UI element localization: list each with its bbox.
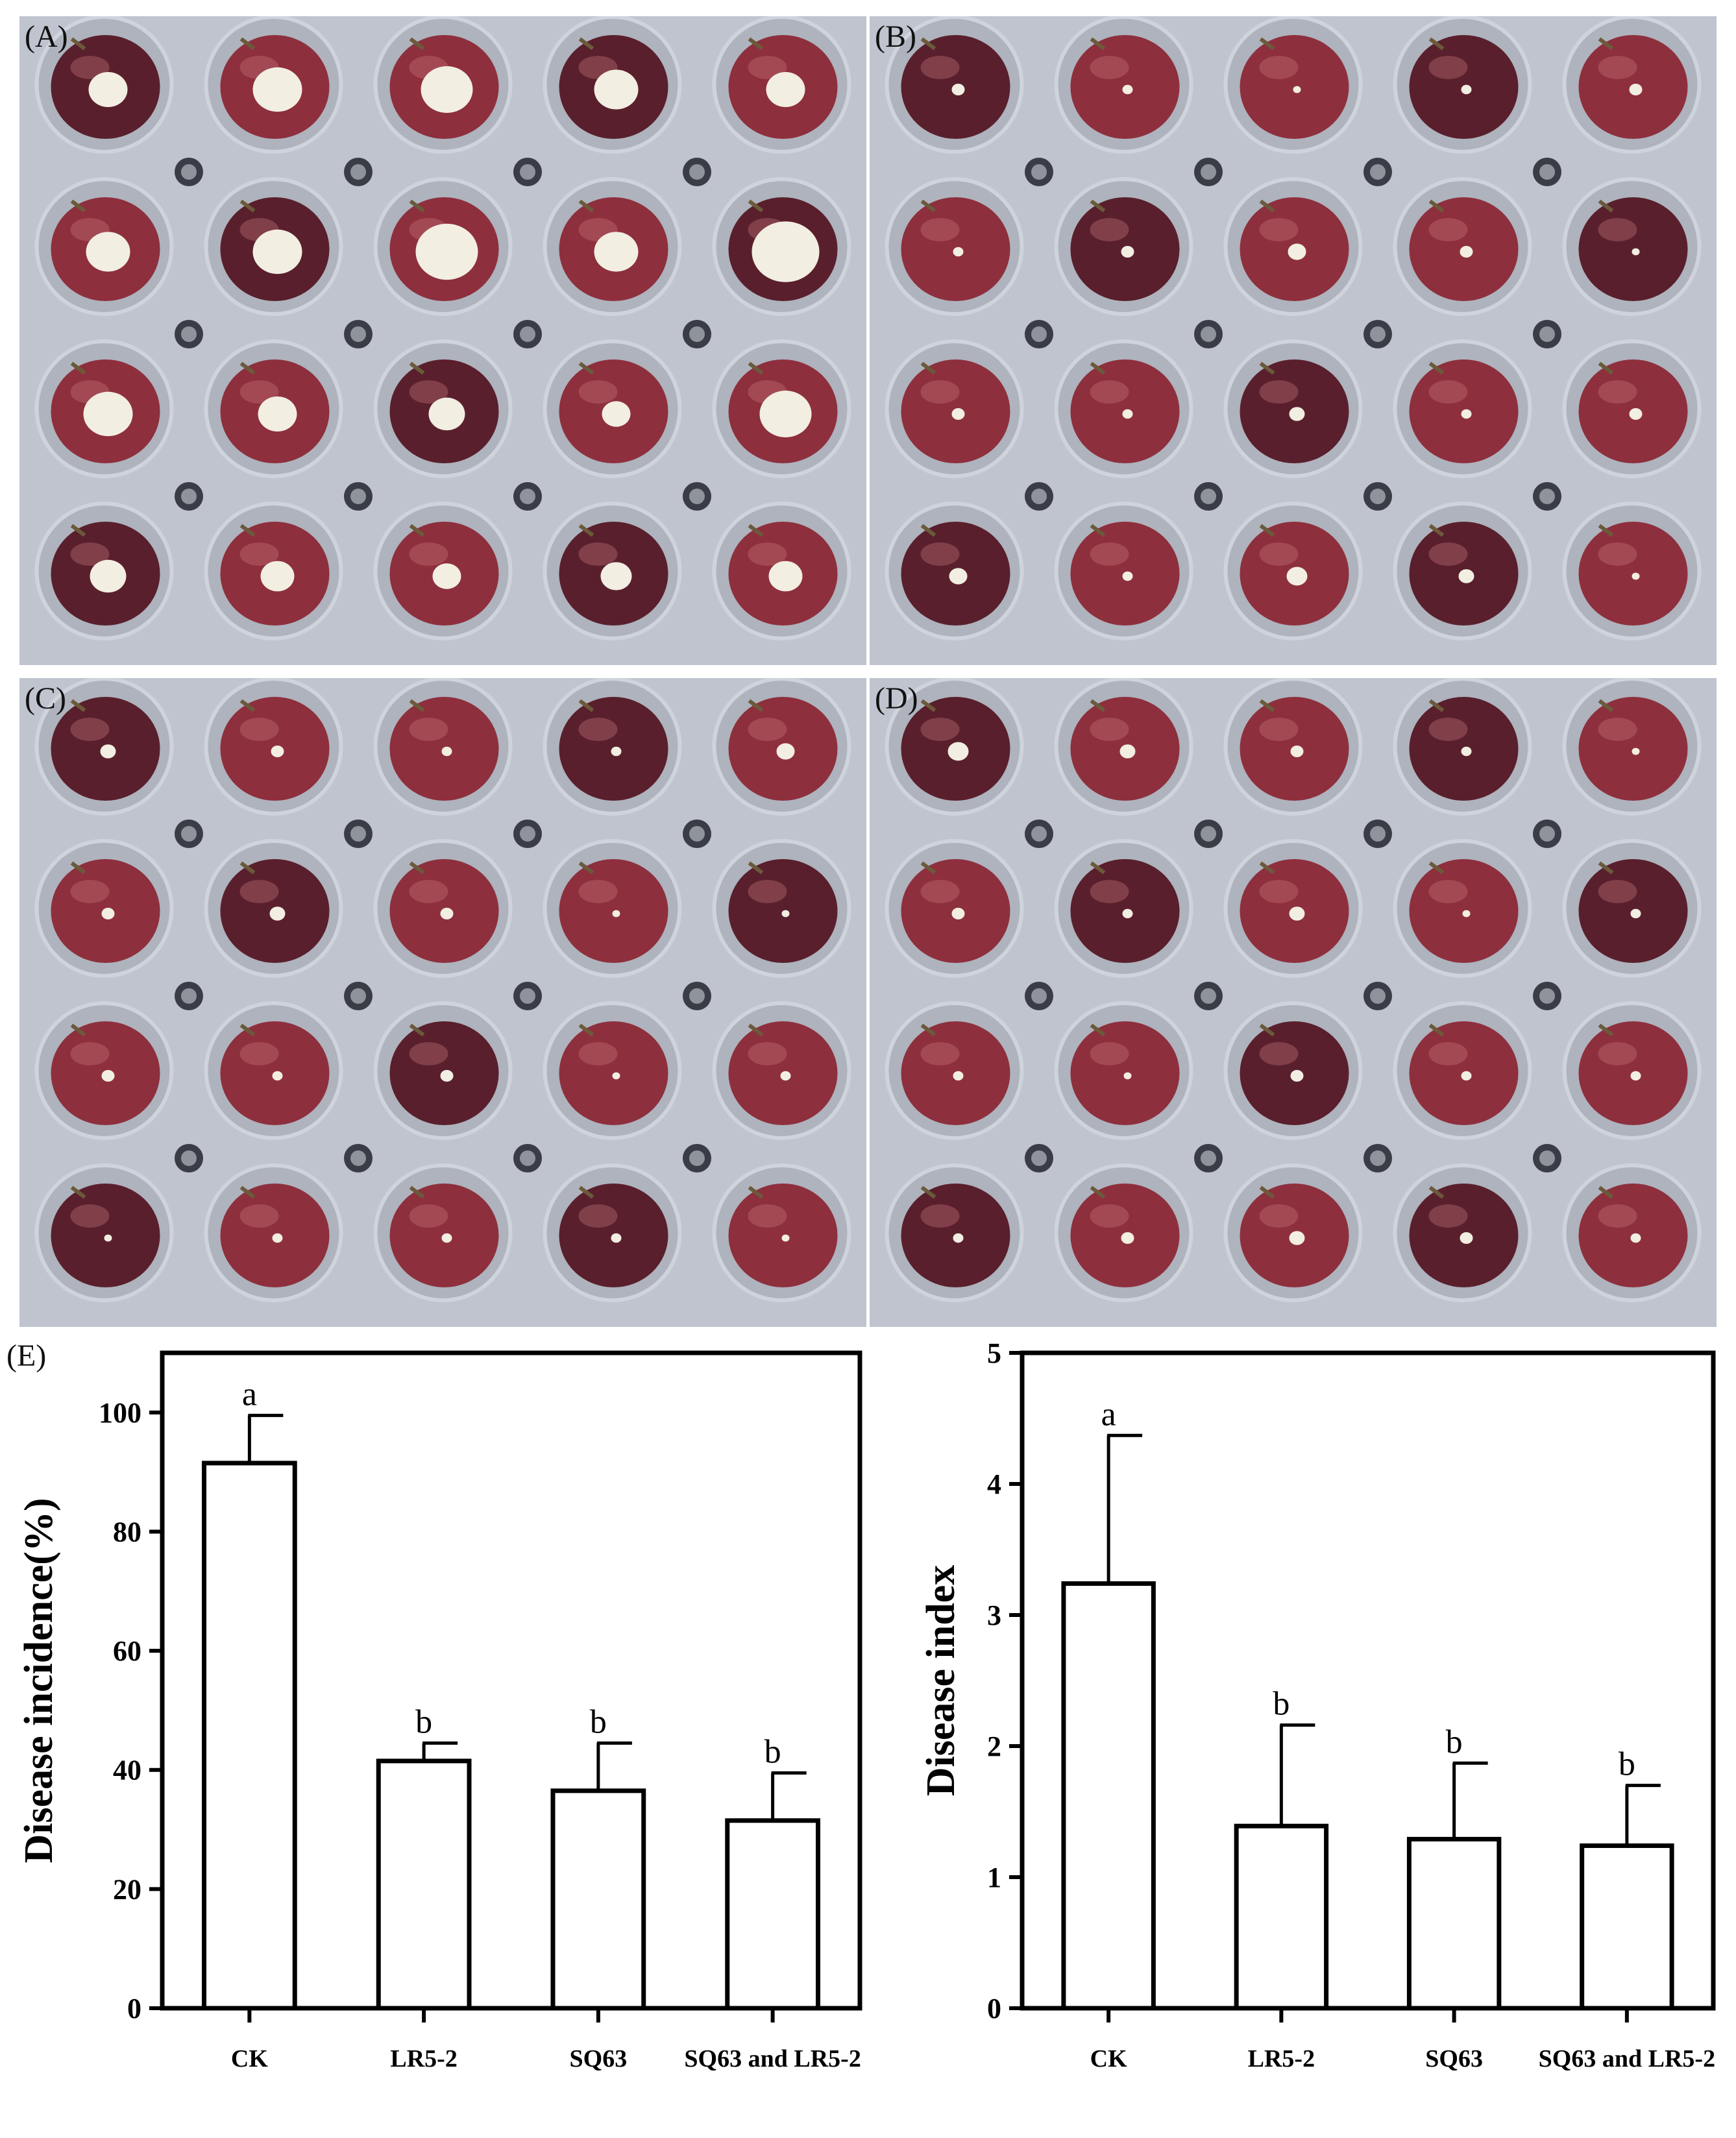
y-tick-label: 3 [987,1599,1001,1631]
x-category-label: SQ63 and LR5-2 [1539,2045,1715,2072]
significance-letter: a [242,1376,257,1413]
photo-panel-d: (D) [870,678,1717,1327]
disease-index-chart: 0 1 2 3 4 5 Disease index a CK b LR5-2 b SQ63 b SQ63 a… [919,1337,1716,2072]
panel-label-c: (C) [25,681,66,716]
grape-tray-d [870,678,1717,1327]
bar [550,1788,646,2011]
significance-letter: b [590,1703,607,1740]
plot-frame [160,1350,862,2011]
grape-tray-c [19,678,866,1327]
y-axis-title: Disease incidence(%) [17,1498,61,1863]
x-category-label: LR5-2 [390,2045,457,2072]
grape-tray-b [870,16,1717,665]
y-tick-label: 4 [987,1468,1001,1500]
y-tick-label: 20 [113,1873,141,1905]
bar [376,1758,472,2011]
x-category-label: CK [231,2045,268,2072]
significance-letter: b [764,1733,781,1770]
photo-panel-b: (B) [870,16,1717,665]
x-category-label: SQ63 [570,2045,628,2072]
significance-letter: b [415,1703,432,1740]
y-tick-label: 2 [987,1731,1001,1762]
bar [725,1818,820,2011]
y-tick-label: 1 [987,1862,1001,1893]
significance-letter: b [1446,1723,1463,1760]
disease-incidence-chart: 0 20 40 60 80 100 Disease incidence(%) a CK b LR5-… [17,1350,862,2072]
x-category-label: CK [1090,2045,1127,2072]
x-category-label: SQ63 and LR5-2 [684,2045,861,2072]
bar [202,1461,297,2011]
y-tick-label: 80 [113,1516,141,1548]
photo-panel-c: (C) [19,678,866,1327]
y-tick-label: 100 [99,1397,141,1429]
x-category-label: SQ63 [1425,2045,1483,2072]
bar [1580,1843,1674,2011]
bar [1406,1836,1502,2011]
panel-label-a: (A) [25,19,68,54]
grape-tray-a [19,16,866,665]
y-tick-label: 60 [113,1635,141,1667]
bar [1234,1823,1329,2011]
chart-label-e: (E) [6,1339,46,1373]
y-tick-label: 0 [987,1993,1001,2024]
panel-label-d: (D) [875,681,918,716]
significance-letter: b [1273,1686,1290,1723]
photo-panel-a: (A) [19,16,866,665]
y-axis-title: Disease index [919,1565,963,1797]
y-tick-label: 40 [113,1755,141,1786]
plot-frame [1020,1350,1716,2011]
panel-label-b: (B) [875,19,916,54]
bar [1061,1581,1156,2011]
significance-letter: b [1619,1746,1635,1783]
x-category-label: LR5-2 [1248,2045,1315,2072]
y-tick-label: 5 [987,1337,1001,1369]
significance-letter: a [1101,1396,1116,1433]
y-tick-label: 0 [127,1993,141,2024]
